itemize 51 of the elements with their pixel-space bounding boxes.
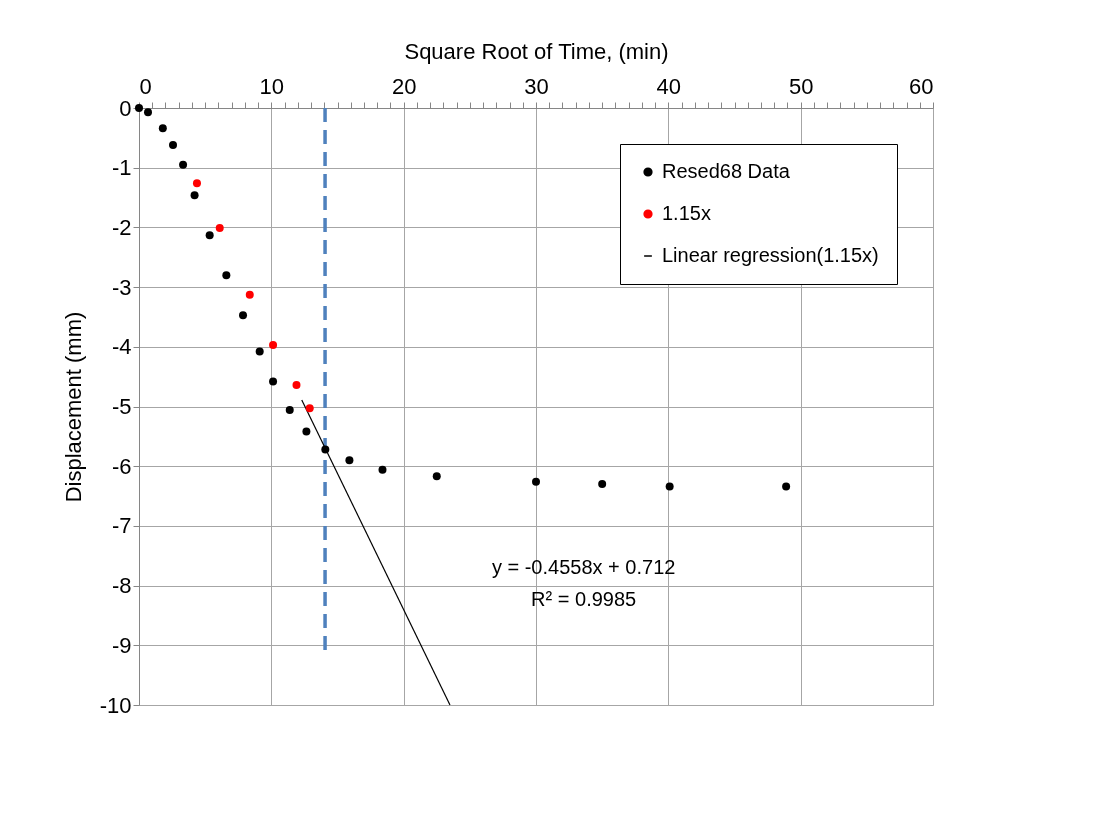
legend-label: Linear regression(1.15x) — [662, 244, 879, 266]
point — [169, 141, 178, 150]
point — [158, 124, 167, 133]
y-tick-label: -6 — [111, 453, 132, 479]
point — [205, 231, 214, 240]
y-tick-label: -3 — [111, 274, 132, 300]
point — [269, 377, 278, 386]
point — [144, 108, 152, 117]
point — [345, 456, 354, 465]
point — [215, 224, 224, 232]
point — [245, 290, 254, 299]
x-tick-label: 60 — [909, 73, 934, 99]
annotation: R² = 0.9985 — [531, 587, 637, 610]
y-tick-label: -5 — [111, 394, 132, 419]
point — [179, 160, 188, 169]
point — [239, 311, 248, 320]
y-tick-label: -8 — [111, 573, 132, 599]
point — [222, 271, 231, 280]
legend-label: Resed68 Data — [662, 160, 791, 182]
y-tick-label: -4 — [111, 334, 132, 360]
point — [190, 191, 199, 200]
point — [321, 445, 330, 454]
y-tick-label: -2 — [111, 214, 132, 240]
x-tick-label: 20 — [391, 73, 417, 99]
x-tick-label: 40 — [656, 73, 682, 99]
y-tick-label: 0 — [119, 95, 132, 121]
point — [782, 482, 791, 491]
point — [532, 477, 540, 486]
y-tick-label: -7 — [111, 513, 132, 539]
x-tick-label: 0 — [139, 73, 152, 99]
point — [192, 179, 201, 188]
y-tick-label: -1 — [111, 155, 132, 181]
legend-label: 1.15x — [662, 202, 711, 224]
y-tick-label: -10 — [99, 692, 132, 718]
point — [269, 341, 278, 349]
annotation: y = -0.4558x + 0.712 — [491, 555, 676, 578]
point — [598, 480, 607, 489]
point — [292, 381, 301, 389]
x-tick-label: 10 — [259, 73, 285, 99]
point — [378, 465, 387, 474]
point — [665, 482, 674, 491]
x-axis-title: Square Root of Time, (min) — [404, 38, 669, 64]
y-tick-label: -9 — [111, 632, 132, 658]
x-tick-label: 30 — [524, 73, 549, 99]
y-axis-title: Displacement (mm) — [60, 311, 86, 503]
point — [285, 406, 294, 415]
point — [432, 472, 441, 481]
x-tick-label: 50 — [788, 73, 814, 99]
point — [305, 404, 314, 413]
point — [302, 427, 311, 436]
point — [255, 347, 264, 356]
